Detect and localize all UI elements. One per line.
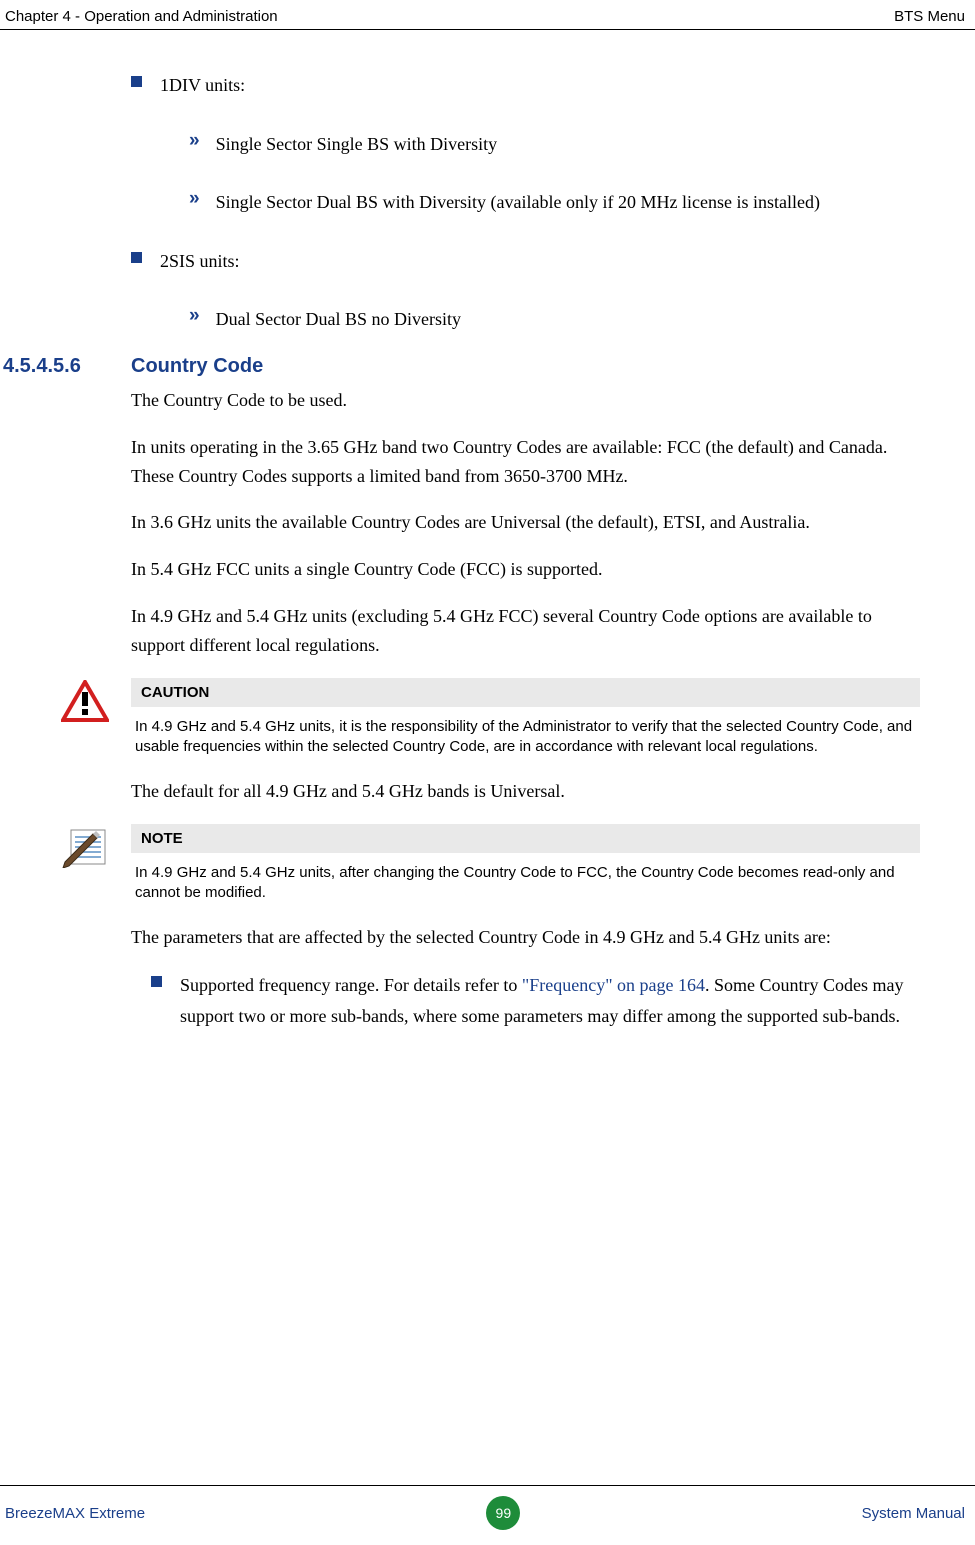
section-heading: 4.5.4.5.6 Country Code (3, 355, 920, 378)
page-header: Chapter 4 - Operation and Administration… (0, 0, 975, 30)
page-number: 99 (496, 1505, 512, 1521)
note-body: NOTE In 4.9 GHz and 5.4 GHz units, after… (131, 824, 920, 904)
paragraph: The parameters that are affected by the … (131, 923, 920, 952)
sub-list-text: Single Sector Dual BS with Diversity (av… (216, 187, 820, 218)
arrow-bullet-icon: » (189, 304, 200, 335)
sub-list-text: Dual Sector Dual BS no Diversity (216, 304, 461, 335)
caution-body: CAUTION In 4.9 GHz and 5.4 GHz units, it… (131, 678, 920, 758)
square-bullet-icon (151, 976, 162, 987)
note-label: NOTE (131, 824, 920, 853)
list-item-text: 1DIV units: (160, 70, 245, 101)
page-number-badge: 99 (486, 1496, 520, 1530)
list-item: Supported frequency range. For details r… (151, 970, 920, 1031)
paragraph: The default for all 4.9 GHz and 5.4 GHz … (131, 777, 920, 806)
paragraph: In 3.6 GHz units the available Country C… (131, 508, 920, 537)
sub-list-item: » Dual Sector Dual BS no Diversity (189, 304, 920, 335)
square-bullet-icon (131, 76, 142, 87)
list-item: 1DIV units: (131, 70, 920, 101)
section-title: Country Code (131, 355, 263, 378)
list-item-text: Supported frequency range. For details r… (180, 970, 920, 1031)
arrow-bullet-icon: » (189, 129, 200, 160)
paragraph: The Country Code to be used. (131, 386, 920, 415)
footer-left: BreezeMAX Extreme (5, 1505, 145, 1522)
paragraph: In 4.9 GHz and 5.4 GHz units (excluding … (131, 602, 920, 660)
main-content: 1DIV units: » Single Sector Single BS wi… (0, 70, 975, 1031)
frequency-link[interactable]: "Frequency" on page 164 (522, 975, 705, 995)
square-bullet-icon (131, 252, 142, 263)
header-right: BTS Menu (894, 8, 965, 25)
header-left: Chapter 4 - Operation and Administration (5, 8, 278, 25)
note-icon (61, 824, 109, 904)
note-text: In 4.9 GHz and 5.4 GHz units, after chan… (131, 863, 920, 904)
sub-list-item: » Single Sector Single BS with Diversity (189, 129, 920, 160)
sub-list-text: Single Sector Single BS with Diversity (216, 129, 498, 160)
sub-list-item: » Single Sector Dual BS with Diversity (… (189, 187, 920, 218)
note-callout: NOTE In 4.9 GHz and 5.4 GHz units, after… (61, 824, 920, 904)
paragraph: In 5.4 GHz FCC units a single Country Co… (131, 555, 920, 584)
caution-label: CAUTION (131, 678, 920, 707)
section-number: 4.5.4.5.6 (3, 355, 131, 378)
arrow-bullet-icon: » (189, 187, 200, 218)
caution-text: In 4.9 GHz and 5.4 GHz units, it is the … (131, 717, 920, 758)
paragraph: In units operating in the 3.65 GHz band … (131, 433, 920, 491)
caution-icon (61, 678, 109, 758)
text-prefix: Supported frequency range. For details r… (180, 975, 522, 995)
list-item-text: 2SIS units: (160, 246, 240, 277)
caution-callout: CAUTION In 4.9 GHz and 5.4 GHz units, it… (61, 678, 920, 758)
footer-right: System Manual (862, 1505, 965, 1522)
page-footer: BreezeMAX Extreme 99 System Manual (0, 1485, 975, 1530)
list-item: 2SIS units: (131, 246, 920, 277)
